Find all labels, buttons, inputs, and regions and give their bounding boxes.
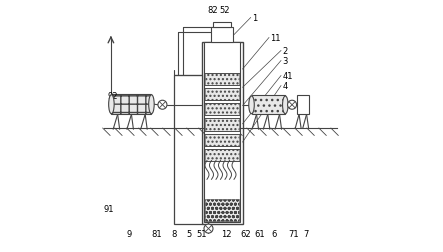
- Bar: [205, 89, 239, 101]
- Bar: [252, 96, 285, 115]
- Bar: [214, 23, 231, 28]
- Bar: [174, 76, 202, 225]
- Bar: [205, 104, 239, 116]
- Ellipse shape: [283, 97, 288, 114]
- Bar: [205, 134, 239, 146]
- Text: 92: 92: [108, 92, 118, 101]
- Text: 11: 11: [270, 34, 281, 43]
- Text: 4: 4: [282, 82, 288, 91]
- Text: 8: 8: [171, 229, 177, 238]
- Text: 81: 81: [151, 229, 162, 238]
- Ellipse shape: [109, 95, 114, 114]
- Bar: [296, 96, 309, 115]
- Text: 12: 12: [222, 229, 232, 238]
- Circle shape: [204, 224, 213, 233]
- Text: 1: 1: [252, 14, 257, 23]
- Text: 9: 9: [126, 229, 132, 238]
- Ellipse shape: [249, 97, 254, 114]
- Text: 62: 62: [241, 229, 251, 238]
- Text: 71: 71: [288, 229, 299, 238]
- Text: 91: 91: [104, 204, 114, 213]
- Text: 7: 7: [303, 229, 308, 238]
- Circle shape: [158, 101, 167, 110]
- Text: 61: 61: [254, 229, 264, 238]
- Text: 2: 2: [282, 47, 288, 56]
- Bar: [204, 43, 240, 222]
- Text: 51: 51: [196, 229, 206, 238]
- Text: 52: 52: [219, 6, 229, 15]
- Bar: [205, 199, 239, 221]
- Ellipse shape: [149, 95, 154, 114]
- Circle shape: [288, 101, 296, 110]
- Text: 5: 5: [187, 229, 192, 238]
- Text: 41: 41: [282, 72, 293, 81]
- Bar: [211, 27, 233, 43]
- Bar: [205, 149, 239, 161]
- Text: 82: 82: [208, 6, 218, 15]
- Bar: [111, 95, 152, 115]
- Bar: [205, 119, 239, 131]
- Bar: [202, 43, 242, 225]
- Text: 6: 6: [272, 229, 277, 238]
- Bar: [205, 74, 239, 86]
- Text: 3: 3: [282, 57, 288, 66]
